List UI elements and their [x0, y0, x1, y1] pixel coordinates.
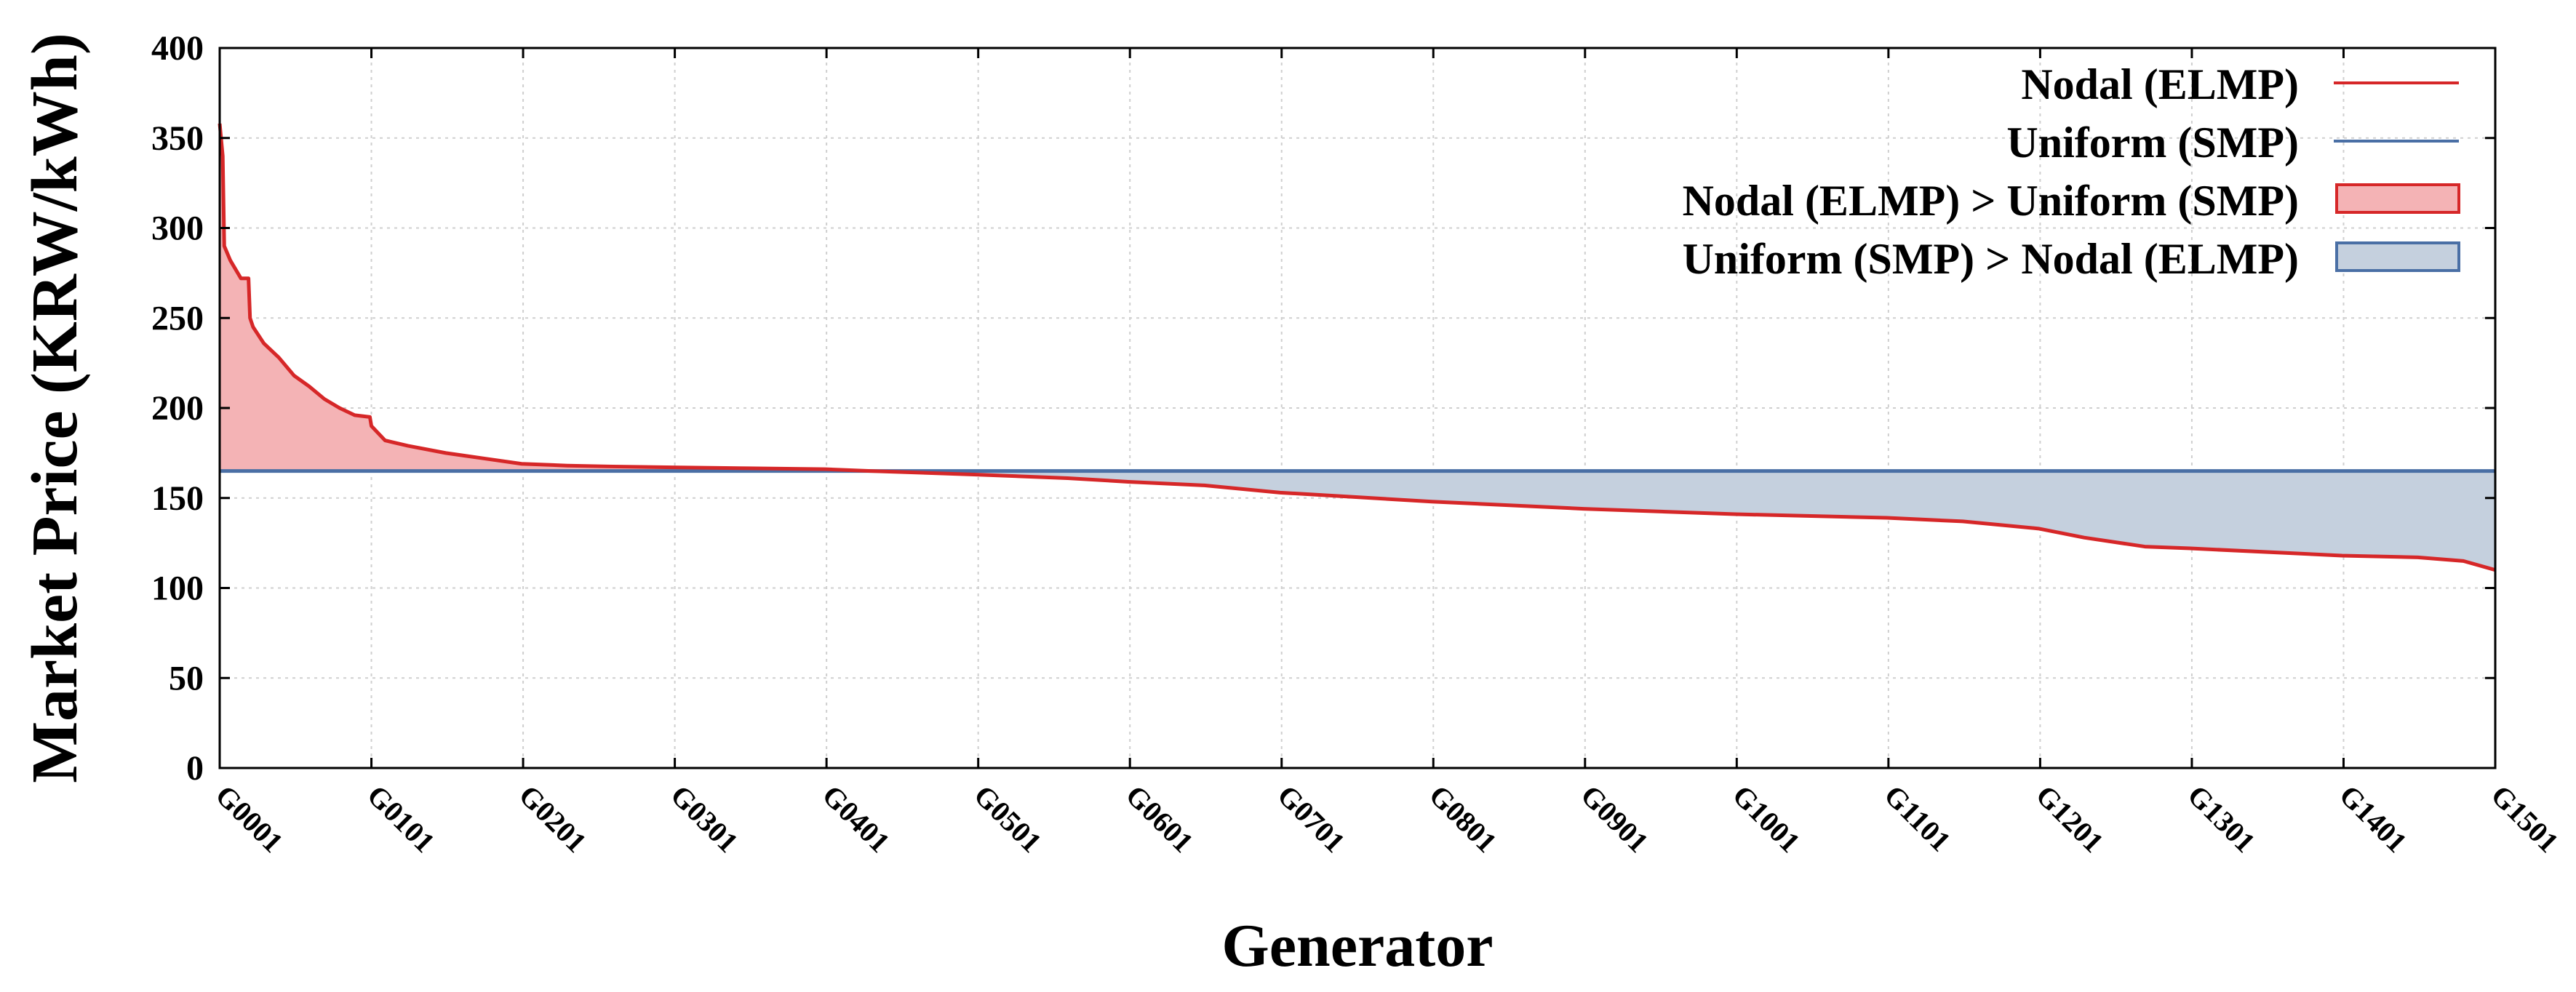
x-tick-label: G1301 [2182, 779, 2262, 859]
y-tick-label: 250 [151, 299, 204, 337]
x-tick-label: G0501 [968, 779, 1048, 859]
x-tick-label: G0801 [1423, 779, 1503, 859]
y-tick-label: 100 [151, 569, 204, 608]
legend-swatch-fill-nodal [2335, 183, 2460, 214]
legend: Nodal (ELMP) Uniform (SMP) Nodal (ELMP) … [1683, 60, 2460, 283]
x-tick-label: G0601 [1120, 779, 1200, 859]
series-lines [218, 123, 2496, 572]
y-tick-label: 200 [151, 389, 204, 428]
x-tick-label: G0201 [513, 779, 593, 859]
x-tick-label: G1501 [2485, 779, 2565, 859]
x-tick-label: G0901 [1574, 779, 1654, 859]
legend-swatch-fill-uniform [2335, 241, 2460, 272]
fill-nodal-above-uniform [220, 123, 871, 471]
legend-label-nodal: Nodal (ELMP) [2021, 60, 2299, 108]
nodal-elmp-line [218, 123, 2496, 572]
fill-uniform-above-nodal [870, 471, 2496, 570]
y-tick-label: 350 [151, 119, 204, 158]
x-tick-label: G0701 [1271, 779, 1351, 859]
legend-label-uniform: Uniform (SMP) [2006, 119, 2299, 167]
y-tick-label: 400 [151, 29, 204, 68]
y-tick-label: 300 [151, 209, 204, 248]
y-tick-label: 50 [169, 659, 204, 697]
y-tick-label: 150 [151, 479, 204, 518]
x-tick-label: G1101 [1878, 779, 1958, 858]
x-axis-label: Generator [1221, 912, 1493, 980]
y-tick-label: 0 [186, 749, 204, 788]
legend-label-nodal-above: Nodal (ELMP) > Uniform (SMP) [1683, 177, 2299, 225]
x-tick-label: G1001 [1726, 779, 1806, 859]
x-tick-label: G0001 [210, 779, 290, 859]
x-tick-label: G1201 [2030, 779, 2110, 859]
legend-label-uniform-above: Uniform (SMP) > Nodal (ELMP) [1683, 235, 2299, 283]
x-tick-label: G1401 [2333, 779, 2413, 859]
x-tick-label: G0401 [816, 779, 896, 859]
y-axis-label: Market Price (KRW/kWh) [19, 33, 91, 783]
x-tick-label: G0301 [664, 779, 744, 859]
x-tick-label: G0101 [361, 779, 441, 859]
difference-fills [220, 123, 2496, 570]
